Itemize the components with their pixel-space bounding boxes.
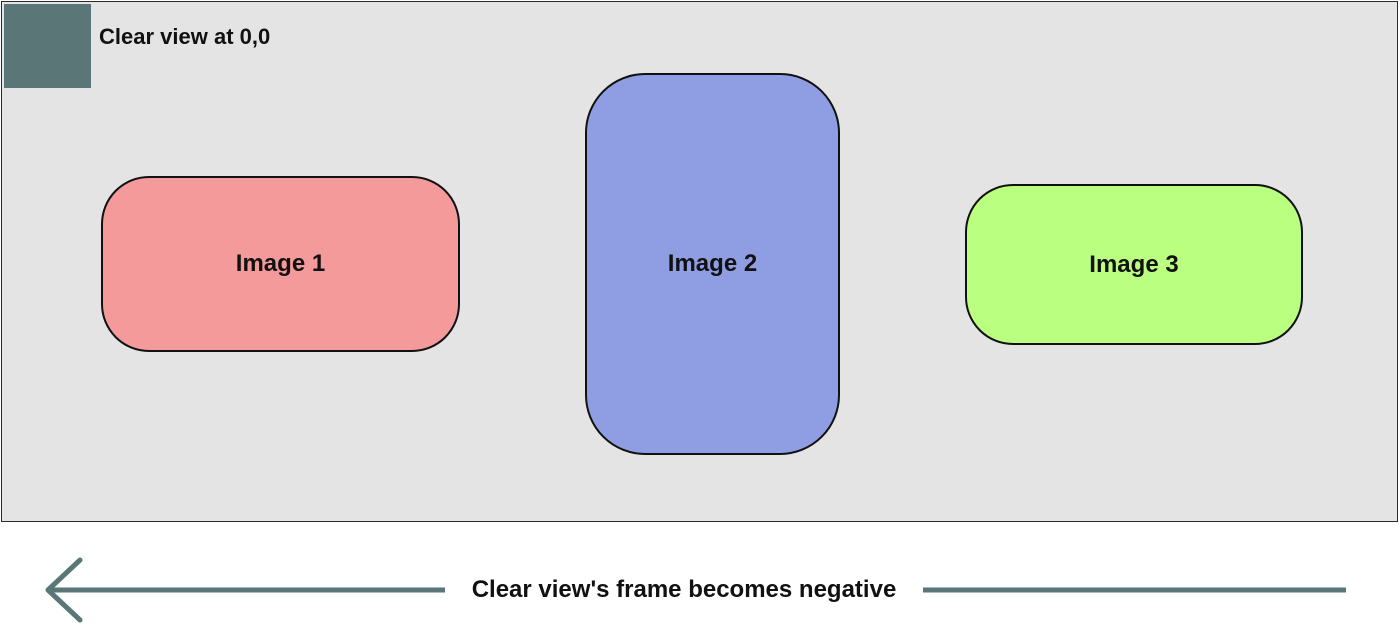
image-3-box: Image 3 xyxy=(965,184,1303,345)
clear-view-origin-marker xyxy=(4,4,91,88)
scroll-container: Clear view at 0,0 Image 1 Image 2 Image … xyxy=(1,1,1398,522)
image-2-label: Image 2 xyxy=(667,250,758,277)
image-1-label: Image 1 xyxy=(235,250,326,277)
origin-label: Clear view at 0,0 xyxy=(99,24,271,49)
arrow-head xyxy=(45,557,83,623)
image-3-label: Image 3 xyxy=(1089,250,1179,278)
image-2-box: Image 2 xyxy=(585,73,840,455)
arrow-label: Clear view's frame becomes negative xyxy=(445,575,923,605)
image-1-box: Image 1 xyxy=(101,176,460,352)
